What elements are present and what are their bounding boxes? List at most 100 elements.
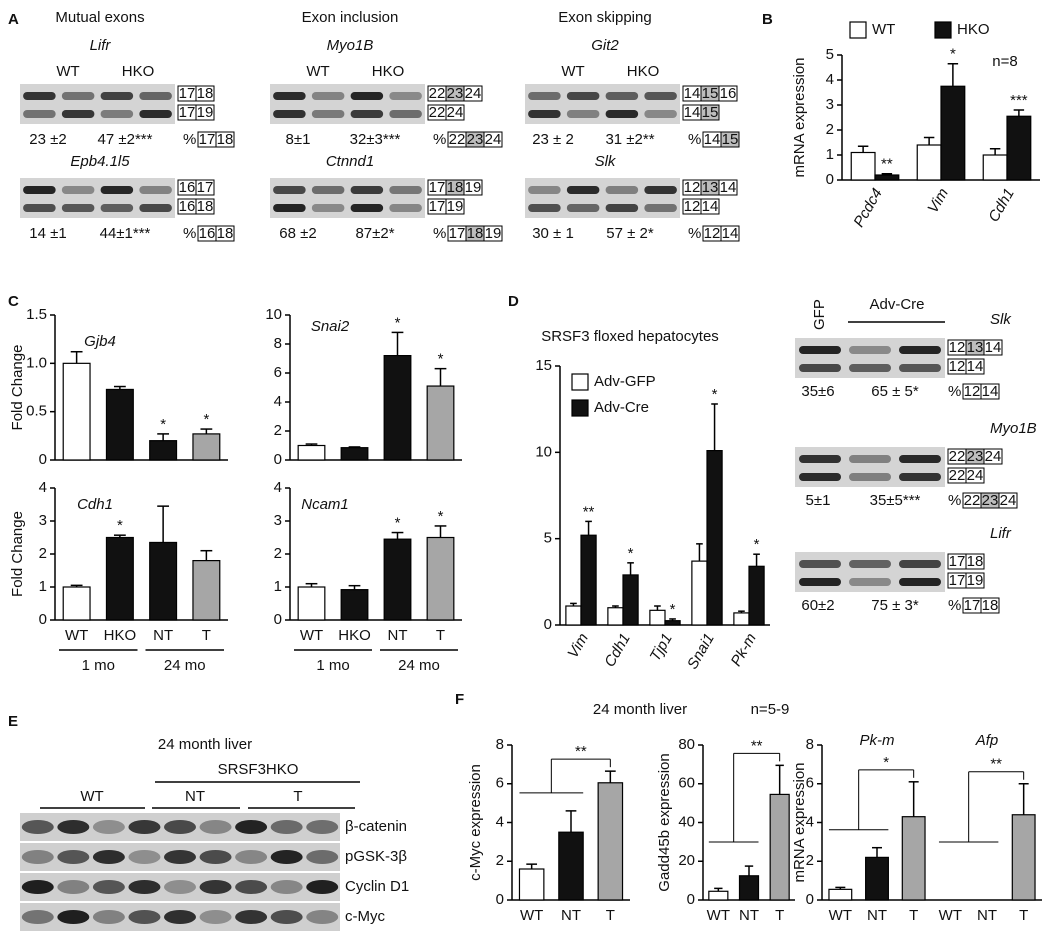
bar [738, 875, 760, 901]
x-tick-label: NT [739, 907, 759, 924]
gel-band [100, 204, 134, 212]
gel-band [605, 186, 639, 194]
x-tick-label: WT [939, 907, 962, 924]
y-tick-label: 0 [39, 611, 47, 628]
gel-band [273, 110, 306, 118]
blot-band [164, 910, 196, 924]
legend-swatch [934, 21, 952, 39]
bar [192, 433, 221, 461]
blot-band [306, 820, 339, 834]
y-tick-label: 2 [39, 545, 47, 562]
gel-band [350, 92, 384, 100]
legend-swatch [571, 373, 589, 391]
y-tick-label: 80 [678, 736, 695, 753]
blot-band [235, 910, 268, 924]
significance-label: * [203, 411, 209, 428]
legend-label: Adv-GFP [594, 373, 656, 390]
blot-band [128, 910, 161, 924]
x-tick-label: WT [829, 907, 852, 924]
bar [748, 565, 765, 626]
gel-band [528, 92, 561, 100]
panel-label: D [508, 293, 519, 310]
gel-band [644, 110, 677, 118]
exon-label: 15 [702, 104, 719, 121]
gel-band [528, 110, 561, 118]
y-tick-label: 0.5 [26, 403, 47, 420]
gene-label: Ctnnd1 [326, 153, 374, 170]
panel-label: E [8, 713, 18, 730]
gel-band [389, 186, 422, 194]
blot-band [199, 850, 232, 864]
gene-label: Myo1B [327, 37, 374, 54]
gel-band [311, 186, 345, 194]
significance-label: ** [575, 743, 587, 760]
exon-box [195, 104, 215, 121]
exon-label: 16 [720, 85, 737, 102]
exon-label: 17 [429, 179, 446, 196]
bar [192, 559, 221, 621]
exon-label: 14 [704, 131, 721, 148]
gel-band [61, 204, 95, 212]
x-tick-label: T [775, 907, 784, 924]
group-label: Pk-m [860, 732, 895, 749]
blot-band [235, 820, 268, 834]
gel-band [849, 578, 891, 586]
y-tick-label: 3 [274, 512, 282, 529]
gel-band [311, 204, 345, 212]
exon-label: 22 [449, 131, 466, 148]
exon-label: 17 [964, 597, 981, 614]
bar [828, 888, 853, 901]
exon-box [483, 131, 503, 148]
exon-label: 19 [967, 572, 984, 589]
y-axis-label: mRNA expression [791, 57, 808, 177]
lane-label: WT [306, 63, 329, 80]
lane-label: WT [56, 63, 79, 80]
y-tick-label: 4 [826, 71, 834, 88]
exon-label: 17 [199, 131, 216, 148]
chart-title: SRSF3 floxed hepatocytes [541, 328, 719, 345]
exon-label: 14 [720, 179, 737, 196]
exon-label: 15 [702, 85, 719, 102]
exon-label: 18 [197, 198, 214, 215]
percent-value: 87±2* [355, 225, 394, 242]
blot-band [57, 880, 90, 894]
gel-band [605, 92, 639, 100]
percent-value: 68 ±2 [279, 225, 316, 242]
panel-label: B [762, 11, 773, 28]
x-tick-label: Tjp1 [647, 630, 676, 664]
exon-label: 17 [179, 85, 196, 102]
x-tick-label: T [202, 627, 211, 644]
blot-band [57, 850, 90, 864]
exon-label: 14 [722, 225, 739, 242]
significance-label: ** [583, 503, 595, 520]
gel-band [899, 578, 941, 586]
legend-label: HKO [957, 21, 990, 38]
exon-label: 14 [967, 358, 984, 375]
gel-band [566, 204, 600, 212]
exon-box [463, 179, 483, 196]
y-tick-label: 2 [274, 545, 282, 562]
exon-box [445, 198, 465, 215]
y-tick-label: 6 [274, 364, 282, 381]
exon-label: 23 [982, 492, 999, 509]
band-label: c-Myc [345, 908, 385, 925]
significance-label: * [670, 601, 676, 618]
percent-sign: % [433, 131, 446, 148]
lane-label: HKO [372, 63, 405, 80]
lane-label: WT [80, 788, 103, 805]
chart-note: n=8 [992, 53, 1017, 70]
exon-box [965, 553, 985, 570]
percent-value: 31 ±2** [605, 131, 654, 148]
exon-label: 17 [949, 572, 966, 589]
percent-value: 35±5*** [870, 492, 921, 509]
bar [149, 440, 178, 461]
gel-band [139, 92, 172, 100]
exon-box [195, 179, 215, 196]
exon-label: 17 [429, 198, 446, 215]
lane-label: HKO [122, 63, 155, 80]
gel-band [566, 186, 600, 194]
gel-band [528, 186, 561, 194]
bar [649, 609, 666, 626]
gel-band [311, 92, 345, 100]
